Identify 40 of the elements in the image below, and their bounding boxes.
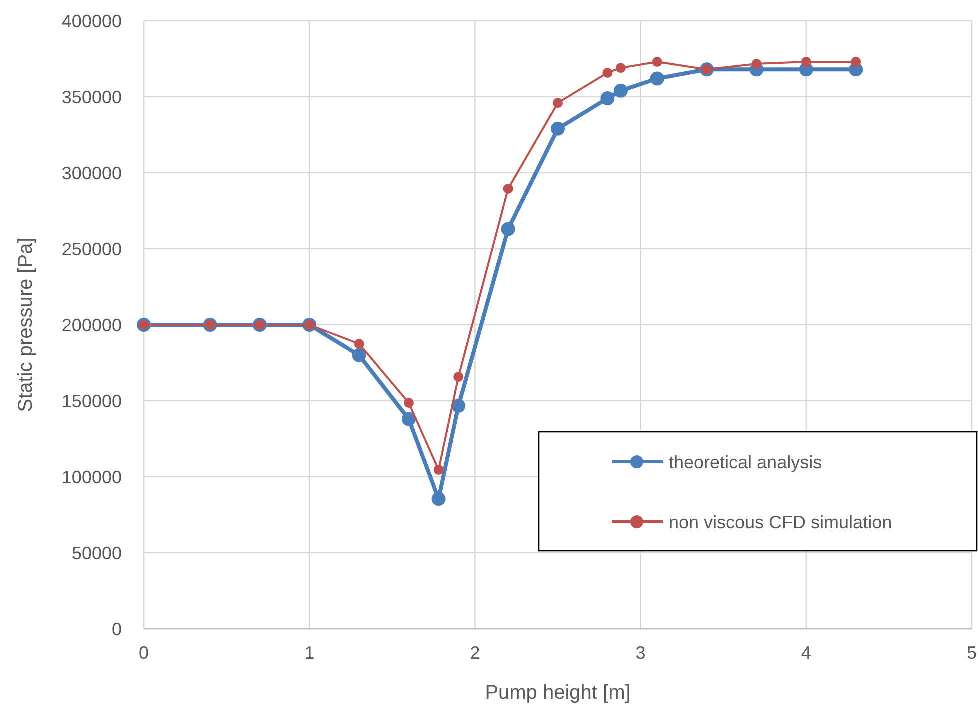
- point: [616, 63, 626, 74]
- point: [501, 222, 516, 236]
- y-tick-label: 150000: [62, 391, 122, 412]
- point: [553, 98, 563, 108]
- point: [404, 398, 414, 408]
- point: [352, 348, 366, 362]
- point: [652, 57, 662, 68]
- point: [454, 372, 464, 382]
- legend-label: non viscous CFD simulation: [669, 512, 892, 532]
- point: [602, 68, 613, 78]
- point: [551, 122, 565, 136]
- point: [503, 184, 514, 194]
- point: [432, 492, 446, 506]
- y-axis-title: Static pressure [Pa]: [15, 238, 37, 412]
- y-tick-label: 400000: [62, 11, 122, 32]
- point: [600, 92, 615, 106]
- point: [650, 72, 664, 86]
- point: [452, 399, 466, 414]
- point: [354, 339, 364, 349]
- legend-label: theoretical analysis: [669, 452, 822, 472]
- y-tick-label: 0: [112, 619, 122, 640]
- point: [614, 84, 628, 98]
- x-tick-label: 0: [138, 643, 150, 663]
- y-tick-label: 100000: [62, 467, 122, 488]
- x-tick-label: 2: [470, 643, 480, 663]
- y-tick-label: 300000: [62, 163, 122, 184]
- point: [851, 57, 862, 68]
- y-tick-label: 50000: [72, 543, 122, 564]
- x-tick-label: 4: [801, 643, 812, 663]
- point: [752, 59, 762, 70]
- x-axis-title: Pump height [m]: [485, 682, 631, 704]
- y-tick-label: 200000: [62, 315, 122, 336]
- point: [434, 465, 444, 476]
- x-tick-label: 1: [304, 643, 315, 663]
- x-tick-label: 5: [966, 643, 978, 663]
- y-tick-label: 350000: [62, 87, 122, 108]
- point: [402, 412, 416, 426]
- y-tick-label: 250000: [62, 239, 122, 260]
- point: [801, 57, 812, 68]
- x-tick-label: 3: [636, 643, 646, 663]
